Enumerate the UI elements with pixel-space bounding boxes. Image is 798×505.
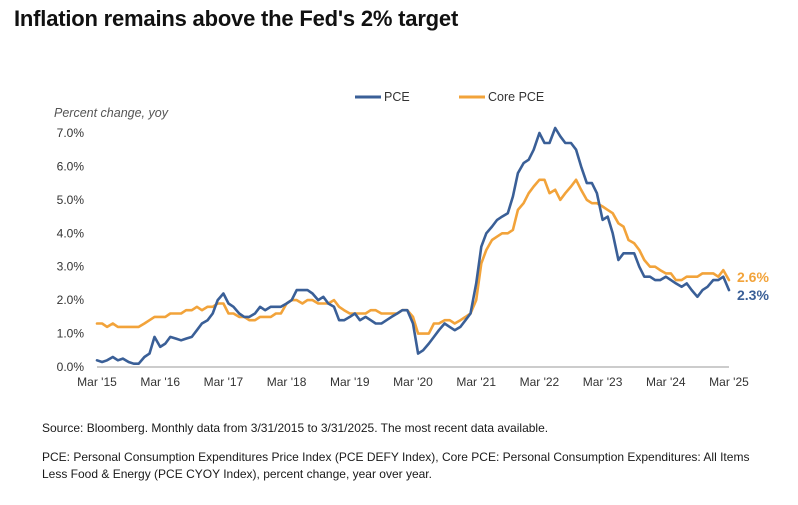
x-tick-label: Mar '24	[646, 375, 686, 389]
x-tick-label: Mar '16	[140, 375, 180, 389]
definition-note: PCE: Personal Consumption Expenditures P…	[42, 450, 750, 481]
end-label-core-pce: 2.6%	[737, 269, 769, 285]
x-tick-label: Mar '15	[77, 375, 117, 389]
x-tick-label: Mar '25	[709, 375, 749, 389]
y-tick-label: 7.0%	[57, 126, 85, 140]
series-layer	[95, 126, 731, 365]
x-tick-label: Mar '17	[204, 375, 244, 389]
source-note: Source: Bloomberg. Monthly data from 3/3…	[42, 421, 549, 435]
x-tick-label: Mar '19	[330, 375, 370, 389]
y-tick-label: 6.0%	[57, 159, 85, 173]
y-axis-label: Percent change, yoy	[54, 106, 169, 120]
x-tick-label: Mar '23	[583, 375, 623, 389]
y-tick-label: 2.0%	[57, 293, 85, 307]
y-tick-label: 0.0%	[57, 360, 85, 374]
x-axis-ticks: Mar '15 Mar '16 Mar '17 Mar '18 Mar '19 Mar '…	[77, 375, 749, 389]
end-label-pce: 2.3%	[737, 287, 769, 303]
line-chart: PCE Core PCE Percent change, yoy 0.0% 1.0…	[54, 90, 769, 389]
y-tick-label: 5.0%	[57, 193, 85, 207]
series-line-core-pce	[95, 178, 731, 335]
legend-label-core-pce: Core PCE	[488, 90, 544, 104]
series-line-pce	[95, 126, 731, 365]
y-tick-label: 1.0%	[57, 327, 85, 341]
y-axis-ticks: 0.0% 1.0% 2.0% 3.0% 4.0% 5.0% 6.0% 7.0%	[57, 126, 85, 374]
legend: PCE Core PCE	[355, 90, 544, 104]
legend-label-pce: PCE	[384, 90, 410, 104]
x-tick-label: Mar '21	[456, 375, 496, 389]
end-labels: 2.3% 2.6%	[737, 269, 769, 303]
y-tick-label: 4.0%	[57, 226, 85, 240]
x-tick-label: Mar '22	[520, 375, 560, 389]
y-tick-label: 3.0%	[57, 260, 85, 274]
chart-title: Inflation remains above the Fed's 2% tar…	[14, 6, 459, 31]
x-tick-label: Mar '20	[393, 375, 433, 389]
x-tick-label: Mar '18	[267, 375, 307, 389]
